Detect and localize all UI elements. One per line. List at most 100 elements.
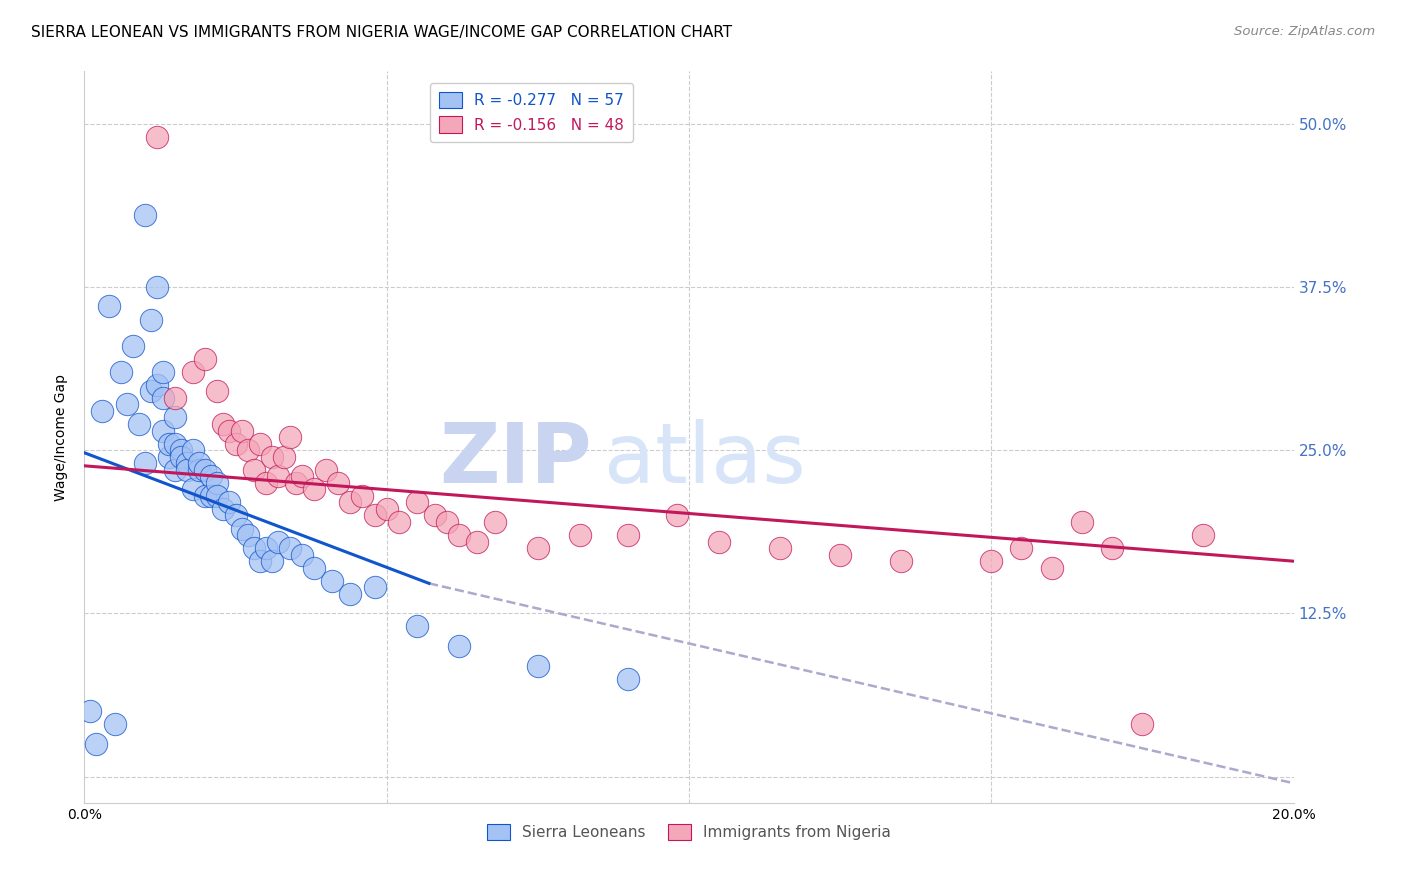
Point [200, 489, 222, 503]
Point [207, 489, 229, 503]
Point [110, 365, 132, 379]
Point [285, 475, 308, 490]
Point [1101, 541, 1123, 555]
Point [278, 430, 301, 444]
Point [328, 475, 350, 490]
Point [260, 554, 283, 568]
Point [260, 450, 283, 464]
Point [152, 424, 174, 438]
Point [242, 463, 264, 477]
Point [267, 534, 290, 549]
Text: atlas: atlas [605, 418, 806, 500]
Point [291, 548, 314, 562]
Point [375, 502, 398, 516]
Point [146, 129, 169, 144]
Point [830, 548, 852, 562]
Point [181, 483, 204, 497]
Point [665, 508, 688, 523]
Point [467, 534, 489, 549]
Point [449, 528, 471, 542]
Point [273, 450, 295, 464]
Point [527, 541, 550, 555]
Point [115, 397, 138, 411]
Point [207, 475, 229, 490]
Point [157, 450, 180, 464]
Point [527, 658, 550, 673]
Point [225, 436, 247, 450]
Point [181, 443, 204, 458]
Point [267, 469, 290, 483]
Point [165, 463, 187, 477]
Point [146, 377, 169, 392]
Point [321, 574, 343, 588]
Point [86, 737, 108, 751]
Point [218, 424, 240, 438]
Point [406, 619, 429, 633]
Text: Source: ZipAtlas.com: Source: ZipAtlas.com [1234, 25, 1375, 38]
Y-axis label: Wage/Income Gap: Wage/Income Gap [55, 374, 69, 500]
Point [291, 469, 314, 483]
Point [121, 339, 143, 353]
Point [363, 580, 385, 594]
Text: SIERRA LEONEAN VS IMMIGRANTS FROM NIGERIA WAGE/INCOME GAP CORRELATION CHART: SIERRA LEONEAN VS IMMIGRANTS FROM NIGERI… [31, 25, 733, 40]
Point [406, 495, 429, 509]
Point [890, 554, 912, 568]
Point [170, 450, 193, 464]
Point [170, 443, 193, 458]
Point [423, 508, 446, 523]
Point [146, 280, 169, 294]
Point [249, 436, 271, 450]
Point [242, 541, 264, 555]
Point [181, 365, 204, 379]
Point [436, 515, 458, 529]
Point [157, 436, 180, 450]
Point [236, 443, 259, 458]
Point [194, 463, 217, 477]
Point [339, 495, 361, 509]
Point [176, 463, 198, 477]
Point [1071, 515, 1094, 529]
Point [236, 528, 259, 542]
Point [249, 554, 271, 568]
Point [339, 587, 361, 601]
Point [254, 475, 277, 490]
Point [1011, 541, 1033, 555]
Point [79, 705, 101, 719]
Point [176, 456, 198, 470]
Point [1192, 528, 1215, 542]
Point [617, 672, 640, 686]
Point [769, 541, 792, 555]
Point [388, 515, 411, 529]
Point [315, 463, 337, 477]
Point [212, 417, 235, 431]
Point [188, 456, 211, 470]
Point [200, 469, 222, 483]
Point [97, 300, 120, 314]
Point [225, 508, 247, 523]
Legend: Sierra Leoneans, Immigrants from Nigeria: Sierra Leoneans, Immigrants from Nigeria [481, 817, 897, 847]
Point [302, 560, 325, 574]
Point [231, 521, 253, 535]
Point [980, 554, 1002, 568]
Point [134, 456, 156, 470]
Point [165, 391, 187, 405]
Point [231, 424, 253, 438]
Point [152, 365, 174, 379]
Point [449, 639, 471, 653]
Point [134, 208, 156, 222]
Point [1040, 560, 1063, 574]
Point [617, 528, 640, 542]
Text: ZIP: ZIP [440, 418, 592, 500]
Point [152, 391, 174, 405]
Point [1130, 717, 1153, 731]
Point [302, 483, 325, 497]
Point [165, 436, 187, 450]
Point [278, 541, 301, 555]
Point [128, 417, 150, 431]
Point [194, 489, 217, 503]
Point [194, 351, 217, 366]
Point [188, 463, 211, 477]
Point [709, 534, 731, 549]
Point [218, 495, 240, 509]
Point [165, 410, 187, 425]
